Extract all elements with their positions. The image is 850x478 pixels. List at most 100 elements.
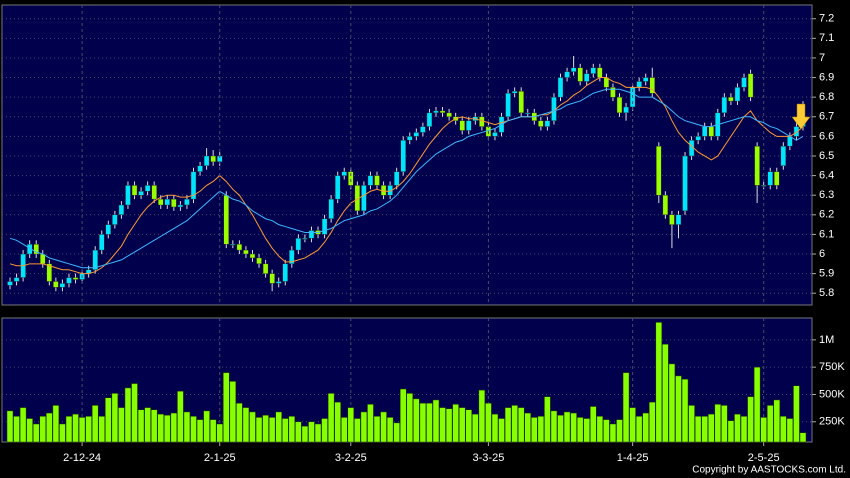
y-tick-label: 7 — [819, 52, 825, 64]
candle-body — [767, 171, 773, 186]
candle-body — [144, 185, 151, 192]
volume-bar — [760, 417, 767, 443]
volume-bar — [183, 411, 191, 443]
volume-bar — [373, 416, 381, 443]
y-tick-label: 1M — [819, 334, 834, 346]
candle-body — [420, 126, 426, 133]
x-tick-label: 1-4-25 — [617, 452, 649, 464]
volume-bar — [563, 411, 571, 443]
candle-body — [276, 281, 282, 284]
candle-body — [656, 145, 662, 196]
candle-body — [151, 185, 157, 200]
volume-bar — [655, 322, 663, 443]
candle-body — [308, 230, 315, 239]
candle-body — [223, 194, 229, 245]
candle-body — [728, 96, 734, 102]
candle-body — [643, 77, 649, 82]
volume-bar — [255, 417, 263, 443]
volume-bar — [544, 396, 551, 443]
volume-bar — [52, 405, 60, 443]
candle-body — [118, 204, 125, 216]
volume-bar — [321, 418, 328, 443]
volume-bar — [91, 405, 99, 443]
candle-body — [754, 145, 760, 186]
volume-bar — [701, 416, 708, 443]
candle-body — [13, 277, 20, 282]
volume-bar — [137, 409, 145, 443]
candle-body — [374, 175, 380, 186]
candle-body — [367, 175, 374, 186]
candle-body — [662, 194, 669, 216]
volume-bar — [118, 407, 125, 443]
candle-body — [46, 263, 53, 282]
candle-body — [570, 67, 577, 72]
x-tick-label: 2-12-24 — [63, 452, 101, 464]
volume-bar — [793, 385, 800, 443]
volume-bar — [334, 401, 341, 443]
candle-body — [734, 87, 741, 102]
moving-average-line — [9, 77, 804, 275]
candle-body — [721, 96, 728, 114]
volume-bar — [131, 383, 138, 443]
y-tick-label: 6.4 — [819, 169, 834, 181]
volume-bar — [452, 404, 459, 443]
volume-bar — [721, 405, 728, 443]
candle-body — [741, 77, 747, 88]
volume-bar — [727, 420, 735, 443]
volume-bar — [576, 417, 584, 443]
candle-body — [616, 96, 623, 114]
x-tick-label: 2-5-25 — [748, 452, 780, 464]
volume-bar — [144, 407, 151, 443]
candle-body — [407, 136, 413, 141]
volume-bar — [282, 418, 289, 443]
volume-bar — [413, 398, 420, 443]
volume-bar — [786, 418, 794, 443]
volume-bar — [747, 396, 754, 443]
volume-bar — [314, 423, 322, 443]
candle-body — [564, 71, 570, 78]
candle-body — [590, 67, 596, 74]
candle-body — [249, 253, 256, 259]
volume-bar — [78, 417, 86, 443]
volume-bar — [196, 419, 204, 443]
volume-bar — [707, 413, 715, 443]
candle-body — [230, 244, 236, 246]
volume-bar — [766, 405, 774, 443]
volume-bar — [340, 417, 348, 443]
candle-body — [597, 67, 603, 78]
candle-body — [7, 281, 13, 286]
candle-body — [177, 204, 184, 208]
volume-bar — [675, 375, 682, 443]
candle-body — [33, 244, 39, 255]
volume-bar — [65, 416, 73, 443]
volume-bar — [26, 418, 33, 443]
volume-bar — [773, 399, 781, 443]
candle-body — [203, 155, 210, 166]
candle-body — [492, 132, 498, 137]
volume-bar — [262, 414, 269, 443]
volume-bar — [288, 416, 296, 443]
volume-bar — [249, 411, 256, 443]
volume-bar — [426, 402, 433, 443]
candle-body — [584, 73, 590, 82]
volume-bar — [13, 416, 20, 443]
volume-bar — [177, 390, 184, 443]
volume-bar — [32, 423, 40, 443]
volume-bar — [629, 407, 636, 443]
volume-bar — [105, 397, 112, 443]
volume-bar — [649, 401, 656, 443]
candle-body — [439, 110, 446, 114]
volume-bar — [478, 389, 486, 443]
candle-body — [459, 120, 465, 131]
plot-layer: 5.8 5.9 6 6.1 6.2 6.3 6.4 6.5 6.6 6.7 6.8 6.9 7 7.1 7.… — [2, 5, 845, 464]
candle-body — [610, 87, 616, 98]
volume-bar — [557, 414, 564, 443]
candle-body — [747, 73, 754, 98]
candle-body — [66, 277, 72, 284]
candle-body — [92, 249, 98, 270]
candle-body — [636, 81, 642, 88]
y-tick-label: 6.7 — [819, 111, 834, 123]
volume-bar — [524, 412, 531, 443]
